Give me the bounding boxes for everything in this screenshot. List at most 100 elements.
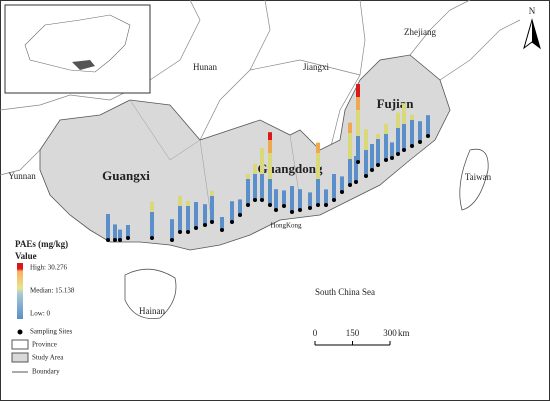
- site-dot: [274, 208, 278, 212]
- legend-title: PAEs (mg/kg): [15, 239, 68, 249]
- site-dot: [340, 190, 344, 194]
- site-bar: [150, 201, 154, 212]
- site-bar: [396, 128, 400, 154]
- site-bar: [268, 153, 272, 179]
- place-label: Yunnan: [8, 171, 36, 181]
- place-label: Taiwan: [465, 172, 492, 182]
- site-bar: [390, 142, 394, 158]
- legend-high: High: 30.276: [30, 264, 67, 272]
- site-dot: [186, 230, 190, 234]
- site-bar: [364, 129, 368, 150]
- site-bar: [260, 148, 264, 174]
- site-bar: [410, 120, 414, 146]
- site-bar: [246, 173, 250, 179]
- place-label: Hunan: [193, 62, 217, 72]
- site-bar: [194, 202, 198, 228]
- legend-median: Median: 15.138: [30, 287, 75, 295]
- site-dot: [396, 152, 400, 156]
- site-dot: [364, 174, 368, 178]
- hainan-island: [124, 268, 177, 319]
- site-bar: [354, 156, 358, 182]
- site-bar: [178, 195, 182, 206]
- site-dot: [253, 198, 257, 202]
- scale-label: 150: [346, 328, 360, 338]
- site-bar: [376, 139, 380, 165]
- site-bar: [332, 174, 336, 200]
- site-bar: [356, 136, 360, 162]
- legend-province-swatch: [11, 339, 29, 350]
- site-dot: [150, 236, 154, 240]
- site-dot: [230, 220, 234, 224]
- site-dot: [282, 204, 286, 208]
- site-dot: [370, 168, 374, 172]
- place-label: Guangxi: [102, 168, 150, 183]
- site-dot: [418, 140, 422, 144]
- site-bar: [246, 179, 250, 205]
- legend-site-dot: [17, 329, 23, 335]
- site-dot: [246, 203, 250, 207]
- site-bar: [253, 174, 257, 200]
- scale-unit: km: [398, 328, 410, 338]
- place-label: South China Sea: [315, 287, 375, 297]
- legend-subtitle: Value: [15, 251, 37, 261]
- site-dot: [260, 198, 264, 202]
- legend-ramp: [17, 263, 23, 319]
- place-label: HongKong: [270, 222, 302, 230]
- site-bar: [238, 199, 242, 215]
- site-bar: [113, 224, 117, 240]
- legend-boundary: Boundary: [32, 368, 60, 376]
- site-bar: [106, 214, 110, 240]
- site-bar: [178, 206, 182, 232]
- site-bar: [356, 84, 360, 97]
- site-bar: [150, 212, 154, 238]
- site-dot: [203, 223, 207, 227]
- site-bar: [418, 121, 422, 142]
- site-bar: [274, 189, 278, 210]
- site-dot: [426, 134, 430, 138]
- site-bar: [324, 189, 328, 205]
- site-dot: [178, 230, 182, 234]
- site-dot: [113, 238, 117, 242]
- site-dot: [332, 198, 336, 202]
- site-bar: [396, 112, 400, 128]
- site-dot: [298, 208, 302, 212]
- legend-low: Low: 0: [30, 310, 51, 318]
- scale-label: 0: [313, 328, 318, 338]
- site-bar: [426, 115, 430, 136]
- legend-study-area: Study Area: [32, 354, 64, 362]
- site-dot: [210, 220, 214, 224]
- site-bar: [376, 133, 380, 139]
- site-bar: [210, 190, 214, 196]
- site-bar: [370, 144, 374, 170]
- place-label: Guangdong: [257, 161, 323, 176]
- inset-china: [24, 14, 131, 73]
- site-dot: [194, 226, 198, 230]
- north-arrow-fill: [532, 20, 540, 48]
- site-dot: [268, 203, 272, 207]
- scale-bar: 0 150 300 km: [313, 328, 410, 346]
- taiwan-island: [459, 148, 489, 211]
- inner-boundaries: [129, 99, 301, 211]
- site-bar: [348, 159, 352, 185]
- site-bar: [268, 132, 272, 140]
- site-bar: [402, 103, 406, 124]
- site-dot: [348, 183, 352, 187]
- site-bar: [203, 204, 207, 225]
- study-area: [39, 54, 451, 251]
- site-dot: [308, 206, 312, 210]
- site-bar: [402, 124, 406, 150]
- site-bar: [348, 122, 352, 133]
- legend-study-swatch: [11, 352, 29, 363]
- site-bar: [118, 229, 122, 240]
- inset-study-area: [72, 60, 95, 70]
- site-bar: [290, 186, 294, 212]
- site-bar: [253, 163, 257, 174]
- site-dot: [316, 203, 320, 207]
- site-bar: [308, 192, 312, 208]
- site-bar: [316, 142, 320, 153]
- site-bar: [364, 150, 368, 176]
- site-bar: [356, 110, 360, 136]
- place-label: Jiangxi: [303, 62, 329, 72]
- site-bar: [186, 206, 190, 232]
- site-bar: [282, 190, 286, 206]
